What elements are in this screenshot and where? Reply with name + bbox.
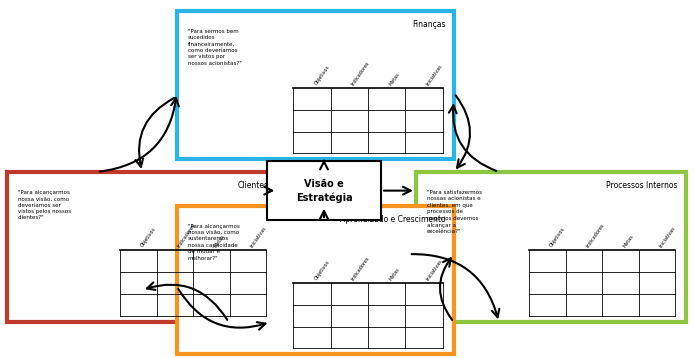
Text: Finanças: Finanças [412,20,446,29]
Text: Metas: Metas [388,71,401,86]
Text: Iniciativas: Iniciativas [249,225,267,248]
Text: Indicadores: Indicadores [351,255,371,281]
Text: "Para alcançarmos
nossa visão, como
sustentaremos
nossa capacidade
de mudar e
me: "Para alcançarmos nossa visão, como sust… [188,224,240,261]
Text: Processos Internos: Processos Internos [606,181,678,190]
Text: Clientes: Clientes [238,181,269,190]
Text: "Para sermos bem
sucedidos
financeiramente,
como deveríamos
ser vistos por
nosso: "Para sermos bem sucedidos financeiramen… [188,29,242,66]
Text: Metas: Metas [622,233,635,248]
Text: Visão e
Estratégia: Visão e Estratégia [296,179,352,203]
FancyBboxPatch shape [416,172,686,322]
Text: Iniciativas: Iniciativas [426,63,444,86]
Text: Objetivos: Objetivos [549,227,566,248]
Text: Indicadores: Indicadores [351,60,371,86]
FancyBboxPatch shape [267,161,381,220]
Text: Indicadores: Indicadores [586,222,606,248]
Text: Aprendizado e Crescimento: Aprendizado e Crescimento [340,215,446,224]
Text: Iniciativas: Iniciativas [426,258,444,281]
FancyBboxPatch shape [7,172,277,322]
Text: "Para alcançarmos
nossa visão, como
deveríamos ser
vistos pelos nossos
clientes?: "Para alcançarmos nossa visão, como deve… [18,190,71,221]
Text: Objetivos: Objetivos [313,260,331,281]
FancyBboxPatch shape [177,206,454,354]
Text: "Para satisfazermos
nossas acionistas e
clientes, em que
processos de
negócios d: "Para satisfazermos nossas acionistas e … [427,190,482,234]
Text: Objetivos: Objetivos [313,64,331,86]
Text: Indicadores: Indicadores [177,222,197,248]
Text: Metas: Metas [388,266,401,281]
Text: Iniciativas: Iniciativas [658,225,676,248]
Text: Objetivos: Objetivos [140,227,157,248]
Text: Metas: Metas [213,233,226,248]
FancyBboxPatch shape [177,11,454,159]
